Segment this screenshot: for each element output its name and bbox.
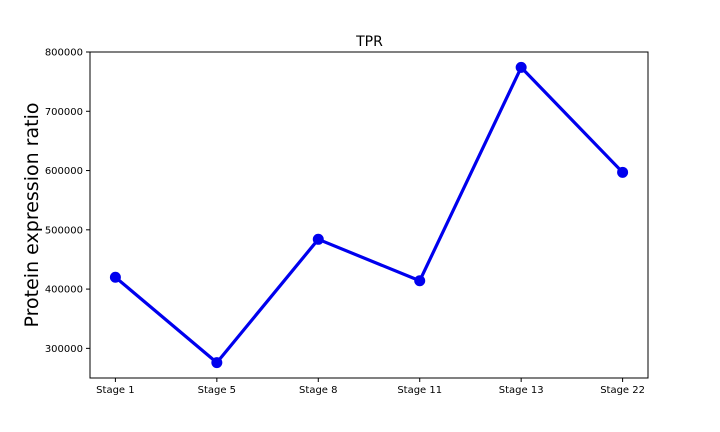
y-tick-label: 400000 [45, 285, 83, 296]
data-point [211, 357, 223, 369]
x-tick-label: Stage 11 [397, 385, 442, 396]
x-tick-label: Stage 5 [198, 385, 236, 396]
series-line [113, 65, 625, 365]
y-tick-label: 500000 [45, 225, 83, 236]
data-point [617, 166, 629, 178]
data-point [109, 271, 121, 283]
y-tick-label: 700000 [45, 107, 83, 118]
chart-title: TPR [355, 34, 383, 50]
x-tick-label: Stage 22 [600, 385, 645, 396]
plot-area: 300000 400000 500000 600000 700000 800000 Stag… [45, 48, 649, 396]
data-point [312, 233, 324, 245]
data-point [515, 61, 527, 73]
data-point [414, 275, 426, 287]
y-axis-label: Protein expression ratio [21, 103, 43, 328]
plot-frame [89, 51, 649, 379]
x-tick-label: Stage 13 [499, 385, 544, 396]
x-tick-label: Stage 8 [299, 385, 337, 396]
y-tick-label: 800000 [45, 48, 83, 59]
y-tick-label: 300000 [45, 344, 83, 355]
y-tick-label: 600000 [45, 166, 83, 177]
x-tick-label: Stage 1 [96, 385, 134, 396]
